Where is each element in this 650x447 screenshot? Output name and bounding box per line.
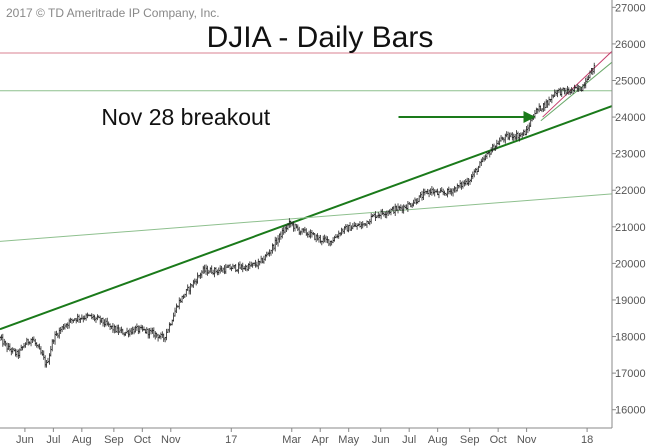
x-tick-label: 17 [225, 434, 237, 446]
x-tick-label: Sep [460, 434, 480, 446]
y-tick-label: 23000 [615, 149, 646, 161]
y-tick-label: 24000 [615, 112, 646, 124]
y-tick-label: 25000 [615, 75, 646, 87]
x-tick-label: Aug [72, 434, 92, 446]
y-tick-label: 22000 [615, 185, 646, 197]
x-tick-label: Jun [16, 434, 34, 446]
x-tick-label: Apr [312, 434, 329, 446]
y-tick-label: 21000 [615, 222, 646, 234]
y-tick-label: 18000 [615, 332, 646, 344]
x-tick-label: Jun [372, 434, 390, 446]
x-tick-label: Sep [104, 434, 124, 446]
y-tick-label: 20000 [615, 258, 646, 270]
y-tick-label: 17000 [615, 368, 646, 380]
x-tick-label: Oct [134, 434, 151, 446]
x-tick-label: Oct [490, 434, 507, 446]
x-axis-ticks: Jun Jul Aug Sep Oct Nov 17 Mar Apr May Jun Jul Aug Se… [16, 428, 593, 446]
price-bar [593, 62, 596, 74]
x-tick-label: Aug [428, 434, 448, 446]
x-tick-label: Nov [517, 434, 537, 446]
annotation-label: Nov 28 breakout [101, 104, 270, 130]
chart-title: DJIA - Daily Bars [207, 21, 434, 54]
x-tick-label: Mar [282, 434, 301, 446]
y-tick-label: 19000 [615, 295, 646, 307]
x-tick-label: 18 [581, 434, 593, 446]
y-axis-ticks: 16000 17000 18000 19000 20000 21000 22000 23000… [612, 2, 646, 417]
x-tick-label: Jul [402, 434, 416, 446]
copyright-text: 2017 © TD Ameritrade IP Company, Inc. [6, 6, 220, 20]
x-tick-label: Jul [46, 434, 60, 446]
arrow-head [523, 111, 536, 124]
price-bars [0, 62, 596, 368]
trend-line [540, 61, 613, 122]
x-tick-label: Nov [161, 434, 181, 446]
annotation-layer: Nov 28 breakout [101, 104, 536, 130]
y-tick-label: 26000 [615, 39, 646, 51]
x-tick-label: May [338, 434, 359, 446]
annotation-arrow [398, 111, 536, 124]
y-tick-label: 16000 [615, 405, 646, 417]
trend-line [0, 193, 613, 242]
y-tick-label: 27000 [615, 2, 646, 14]
